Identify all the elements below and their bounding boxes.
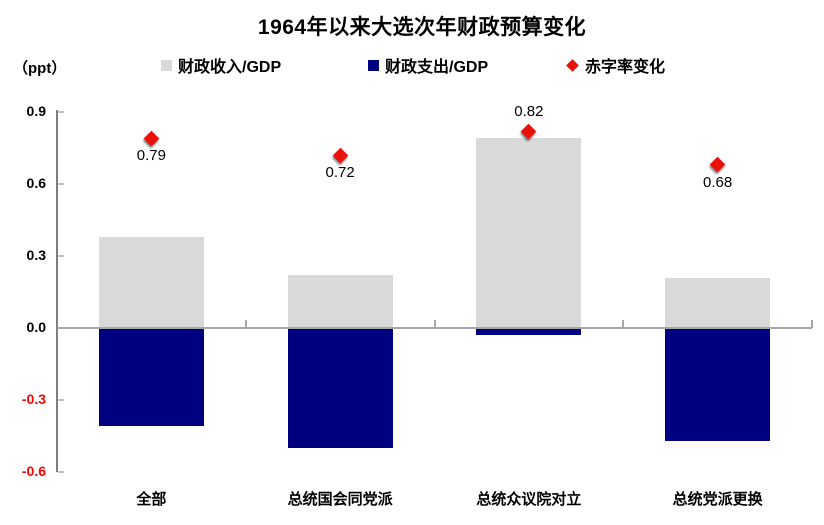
revenue-bar — [665, 277, 771, 328]
y-tick-mark — [58, 399, 64, 401]
deficit-marker-icon — [709, 157, 726, 173]
revenue-bar — [98, 236, 204, 328]
legend-item-deficit: 赤字率变化 — [566, 56, 666, 76]
deficit-marker-icon — [332, 147, 348, 163]
category-label: 总统党派更换 — [672, 491, 763, 508]
y-axis-line — [56, 110, 58, 472]
y-tick-mark — [58, 111, 64, 113]
y-tick-label: 0.0 — [26, 319, 46, 335]
category-label: 总统众议院对立 — [476, 491, 582, 508]
category-tick-mark — [811, 320, 813, 328]
legend-label-deficit: 赤字率变化 — [585, 59, 666, 76]
category-tick-mark — [433, 320, 436, 328]
deficit-marker-icon — [143, 130, 160, 147]
spending-bar — [665, 328, 771, 441]
category-tick-mark — [622, 320, 625, 328]
y-tick-label: -0.6 — [21, 463, 46, 479]
deficit-value-label: 0.79 — [136, 147, 166, 165]
spending-swatch-icon — [368, 59, 379, 71]
deficit-value-label: 0.72 — [325, 164, 355, 182]
spending-bar — [287, 328, 393, 448]
chart-title: 1964年以来大选次年财政预算变化 — [257, 16, 587, 39]
category-label: 总统国会同党派 — [287, 491, 393, 508]
spending-bar — [98, 328, 204, 427]
y-tick-mark — [58, 183, 64, 185]
y-tick-label: 0.3 — [26, 247, 46, 263]
spending-bar — [476, 328, 582, 336]
deficit-value-label: 0.82 — [514, 103, 544, 121]
deficit-marker-icon — [521, 123, 537, 139]
category-label: 全部 — [136, 491, 167, 508]
deficit-value-label: 0.68 — [703, 173, 733, 191]
legend-item-spending: 财政支出/GDP — [368, 56, 489, 76]
category-tick-mark — [244, 320, 247, 328]
legend-label-revenue: 财政收入/GDP — [178, 59, 282, 76]
revenue-swatch-icon — [161, 59, 172, 71]
zero-axis-line — [57, 327, 812, 329]
y-tick-label: 0.6 — [26, 175, 46, 191]
y-tick-label: -0.3 — [21, 391, 46, 407]
y-tick-mark — [58, 471, 64, 473]
legend-item-revenue: 财政收入/GDP — [161, 56, 282, 76]
y-tick-label: 0.9 — [26, 103, 46, 119]
revenue-bar — [287, 275, 393, 328]
y-axis-unit-label: （ppt） — [13, 60, 67, 77]
y-tick-mark — [58, 255, 64, 257]
legend-label-spending: 财政支出/GDP — [385, 59, 489, 76]
revenue-bar — [476, 138, 582, 328]
